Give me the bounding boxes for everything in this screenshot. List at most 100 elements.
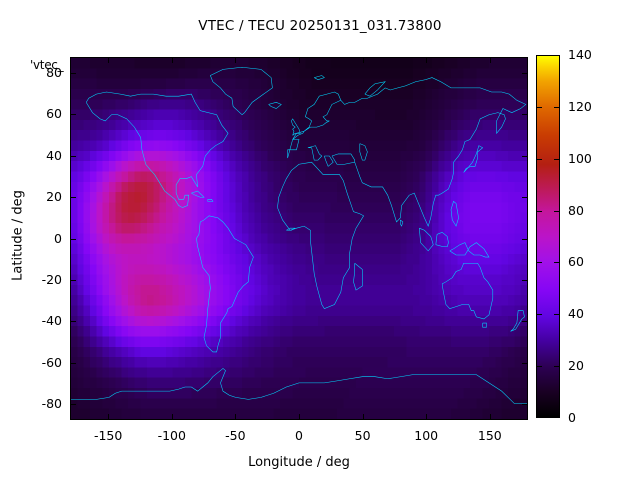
vtec-heatmap — [71, 58, 527, 419]
x-tick-label: -50 — [225, 428, 246, 443]
x-tick — [362, 58, 364, 63]
x-tick-label: 50 — [354, 428, 371, 443]
x-tick — [235, 414, 237, 419]
x-tick-label: 100 — [414, 428, 439, 443]
coastline-path — [451, 201, 459, 226]
x-axis-title: Longitude / deg — [248, 455, 350, 470]
colorbar-tick — [537, 210, 542, 212]
coastline-path — [291, 119, 300, 136]
y-tick — [71, 238, 76, 240]
y-tick — [71, 197, 76, 198]
y-tick-label: -20 — [41, 271, 62, 287]
y-tick — [71, 279, 76, 281]
coastline-path — [277, 162, 363, 308]
coastline-path — [464, 146, 483, 173]
x-tick-label: -100 — [157, 428, 186, 443]
map-plot-area — [70, 57, 528, 420]
y-tick — [71, 155, 76, 157]
y-tick — [522, 114, 527, 116]
coastline-path — [436, 232, 449, 246]
x-tick — [426, 58, 428, 63]
y-tick-label: 20 — [46, 189, 62, 204]
y-tick — [71, 362, 76, 364]
coastline-path — [419, 228, 433, 251]
coastline-path — [442, 263, 493, 319]
x-tick — [171, 58, 173, 63]
coastline-path — [269, 102, 282, 108]
y-tick — [71, 321, 76, 323]
y-tick — [71, 404, 76, 406]
coastline-path — [365, 82, 385, 96]
y-tick-label: -40 — [41, 313, 62, 329]
coastline-path — [191, 191, 204, 197]
x-tick — [108, 414, 110, 419]
coastline-path — [314, 76, 324, 80]
y-tick — [522, 72, 527, 74]
coastline-path — [324, 156, 333, 166]
colorbar-tick — [554, 366, 559, 368]
x-tick — [108, 58, 110, 63]
y-tick-label: -60 — [41, 354, 62, 370]
colorbar-tick — [554, 158, 559, 160]
y-tick — [522, 197, 527, 198]
coastline-path — [208, 199, 213, 201]
coastline-overlay — [71, 58, 527, 419]
coastline-path — [353, 263, 362, 290]
coastline-path — [308, 146, 322, 160]
colorbar — [536, 55, 560, 418]
y-tick-label: 40 — [46, 147, 62, 163]
colorbar-tick — [537, 366, 542, 368]
x-tick — [426, 414, 428, 419]
y-tick — [522, 155, 527, 157]
colorbar-tick-label: 40 — [568, 306, 584, 322]
coastline-path — [511, 311, 525, 332]
x-tick — [299, 414, 300, 419]
y-tick-label: 0 — [54, 230, 62, 246]
colorbar-tick — [554, 210, 559, 212]
colorbar-tick — [537, 262, 542, 264]
x-tick-label: 150 — [477, 428, 502, 443]
y-tick — [522, 279, 527, 281]
y-tick — [522, 238, 527, 240]
y-tick — [522, 362, 527, 364]
coastline-path — [210, 67, 272, 114]
coastline-path — [341, 78, 526, 227]
coastline-path — [483, 323, 487, 327]
colorbar-tick-label: 100 — [568, 150, 592, 166]
x-tick — [489, 58, 491, 63]
y-tick-label: -80 — [41, 396, 62, 412]
y-tick-label: 80 — [46, 64, 62, 80]
page-title: VTEC / TECU 20250131_031.73800 — [198, 18, 442, 34]
key-label-artifact: 'vtec_ — [30, 58, 64, 72]
colorbar-tick — [537, 314, 542, 316]
y-tick — [71, 114, 76, 116]
x-tick — [489, 414, 491, 419]
colorbar-tick-label: 20 — [568, 358, 584, 374]
x-tick — [362, 414, 364, 419]
y-tick — [71, 72, 76, 74]
x-tick-label: 0 — [295, 428, 303, 443]
coastline-path — [360, 144, 368, 161]
coastline-path — [288, 92, 341, 158]
colorbar-tick — [554, 314, 559, 316]
coastline-path — [286, 228, 295, 230]
colorbar-tick-label: 140 — [568, 47, 592, 62]
colorbar-tick — [537, 106, 542, 108]
x-tick-label: -150 — [93, 428, 123, 443]
colorbar-gradient — [537, 56, 559, 417]
coastline-path — [400, 220, 403, 226]
colorbar-tick — [554, 106, 559, 108]
y-tick — [522, 404, 527, 406]
colorbar-tick-label: 120 — [568, 98, 592, 114]
coastline-path — [450, 243, 489, 257]
y-tick-label: 60 — [46, 106, 62, 122]
coastline-path — [86, 92, 228, 208]
colorbar-tick-label: 0 — [568, 410, 576, 425]
x-tick — [235, 58, 237, 63]
coastline-path — [71, 368, 527, 403]
x-tick — [171, 414, 173, 419]
coastline-path — [196, 216, 253, 352]
coastline-path — [332, 154, 355, 164]
x-tick — [299, 58, 300, 63]
